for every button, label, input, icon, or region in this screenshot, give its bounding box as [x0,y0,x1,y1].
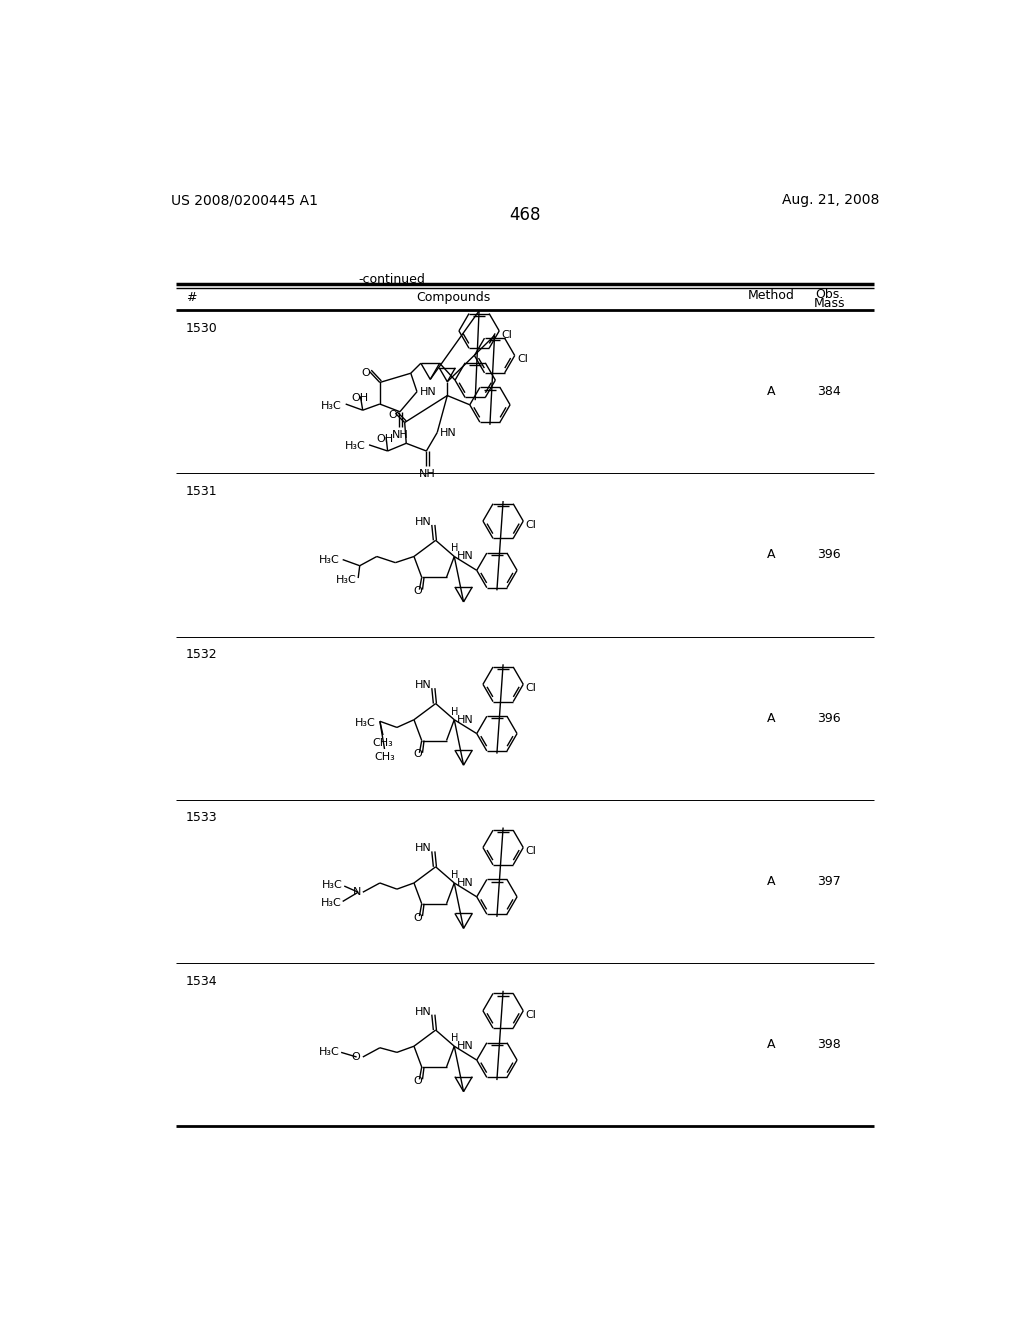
Text: Compounds: Compounds [417,290,490,304]
Text: 396: 396 [817,711,841,725]
Text: NH: NH [419,470,435,479]
Text: Aug. 21, 2008: Aug. 21, 2008 [782,193,880,207]
Text: H₃C: H₃C [318,1047,340,1057]
Text: O: O [414,750,422,759]
Text: 398: 398 [817,1038,842,1051]
Text: Cl: Cl [525,520,537,529]
Text: H₃C: H₃C [318,554,340,565]
Text: HN: HN [458,714,474,725]
Text: -continued: -continued [358,273,425,286]
Text: H: H [452,544,459,553]
Text: OH: OH [376,434,393,444]
Text: H₃C: H₃C [345,441,366,451]
Text: Cl: Cl [525,846,537,857]
Text: H: H [452,1034,459,1043]
Text: N: N [353,887,361,898]
Text: OH: OH [352,393,369,403]
Text: 468: 468 [509,206,541,224]
Text: O: O [414,586,422,597]
Text: O: O [361,368,371,379]
Text: O: O [414,912,422,923]
Text: H₃C: H₃C [321,898,341,908]
Text: HN: HN [458,1041,474,1051]
Text: HN: HN [415,1007,432,1016]
Text: 1533: 1533 [186,812,218,825]
Text: A: A [767,875,775,888]
Text: HN: HN [415,680,432,690]
Text: 1531: 1531 [186,484,218,498]
Text: A: A [767,385,775,399]
Text: CH₃: CH₃ [373,738,393,748]
Text: 1534: 1534 [186,974,218,987]
Text: 397: 397 [817,875,842,888]
Text: 1530: 1530 [186,322,218,335]
Text: A: A [767,1038,775,1051]
Text: H: H [452,870,459,880]
Text: 1532: 1532 [186,648,218,661]
Text: HN: HN [420,387,437,397]
Text: Obs.: Obs. [815,288,844,301]
Text: O: O [351,1052,359,1063]
Text: A: A [767,711,775,725]
Text: Method: Method [748,289,795,302]
Text: HN: HN [458,878,474,888]
Text: HN: HN [415,517,432,527]
Text: O: O [388,409,396,420]
Text: NH: NH [392,430,409,440]
Text: H₃C: H₃C [322,880,343,890]
Text: H₃C: H₃C [322,400,342,411]
Text: Mass: Mass [814,297,845,310]
Text: HN: HN [440,428,457,437]
Text: HN: HN [415,843,432,853]
Text: Cl: Cl [525,1010,537,1019]
Text: HN: HN [458,552,474,561]
Text: #: # [186,290,197,304]
Text: H₃C: H₃C [336,574,356,585]
Text: CH₃: CH₃ [374,752,395,762]
Text: Cl: Cl [525,684,537,693]
Text: 396: 396 [817,548,841,561]
Text: 384: 384 [817,385,842,399]
Text: H₃C: H₃C [355,718,376,727]
Text: Cl: Cl [517,354,528,364]
Text: Cl: Cl [502,330,512,339]
Text: H: H [452,706,459,717]
Text: A: A [767,548,775,561]
Text: US 2008/0200445 A1: US 2008/0200445 A1 [171,193,317,207]
Text: O: O [414,1076,422,1086]
